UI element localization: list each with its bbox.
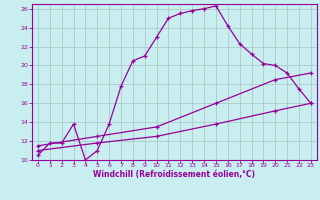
X-axis label: Windchill (Refroidissement éolien,°C): Windchill (Refroidissement éolien,°C) [93,170,255,179]
